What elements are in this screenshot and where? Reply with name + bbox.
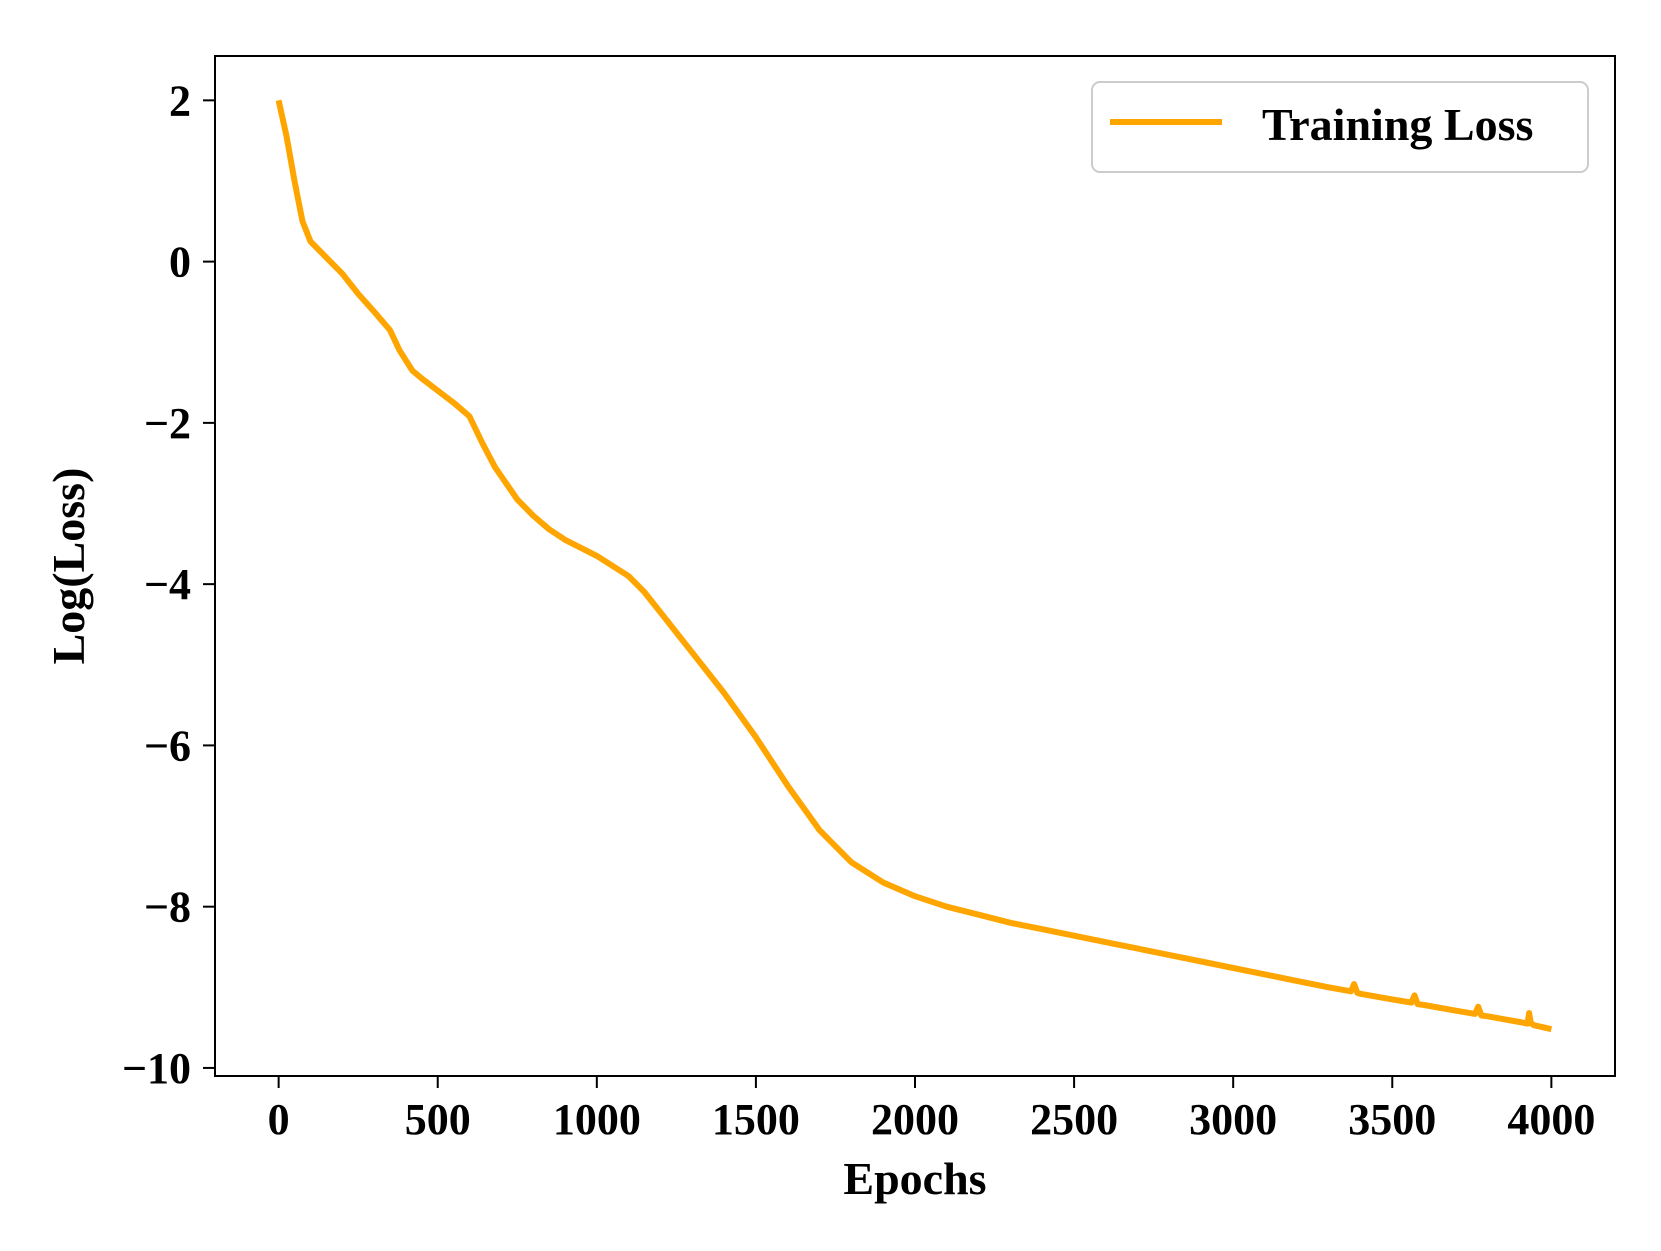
- y-axis-label: Log(Loss): [43, 468, 94, 665]
- y-tick-label: −8: [144, 883, 191, 932]
- x-tick-label: 3500: [1348, 1095, 1436, 1144]
- x-axis: 0 500 1000 1500 2000 2500 3000 3500 4000: [268, 1076, 1595, 1144]
- x-tick-label: 2000: [871, 1095, 959, 1144]
- y-tick-label: 0: [169, 238, 191, 287]
- y-tick-label: −2: [144, 399, 191, 448]
- plot-background: [215, 56, 1615, 1076]
- y-tick-label: −6: [144, 721, 191, 770]
- x-tick-label: 500: [405, 1095, 471, 1144]
- x-tick-label: 0: [268, 1095, 290, 1144]
- y-tick-label: 2: [169, 76, 191, 125]
- legend-label: Training Loss: [1262, 99, 1533, 150]
- plot-frame: [214, 55, 1616, 1077]
- series-layer: [275, 99, 1553, 1033]
- x-tick-label: 4000: [1507, 1095, 1595, 1144]
- y-tick-label: −10: [122, 1044, 191, 1093]
- x-tick-label: 3000: [1189, 1095, 1277, 1144]
- legend: Training Loss: [1091, 81, 1589, 173]
- x-axis-label: Epochs: [843, 1153, 986, 1204]
- y-axis: 2 0 −2 −4 −6 −8 −10: [122, 76, 215, 1093]
- x-tick-label: 1500: [712, 1095, 800, 1144]
- series-line-training-loss: [275, 99, 1553, 1033]
- x-tick-label: 2500: [1030, 1095, 1118, 1144]
- legend-box: [1091, 81, 1589, 173]
- x-tick-label: 1000: [553, 1095, 641, 1144]
- y-tick-label: −4: [144, 560, 191, 609]
